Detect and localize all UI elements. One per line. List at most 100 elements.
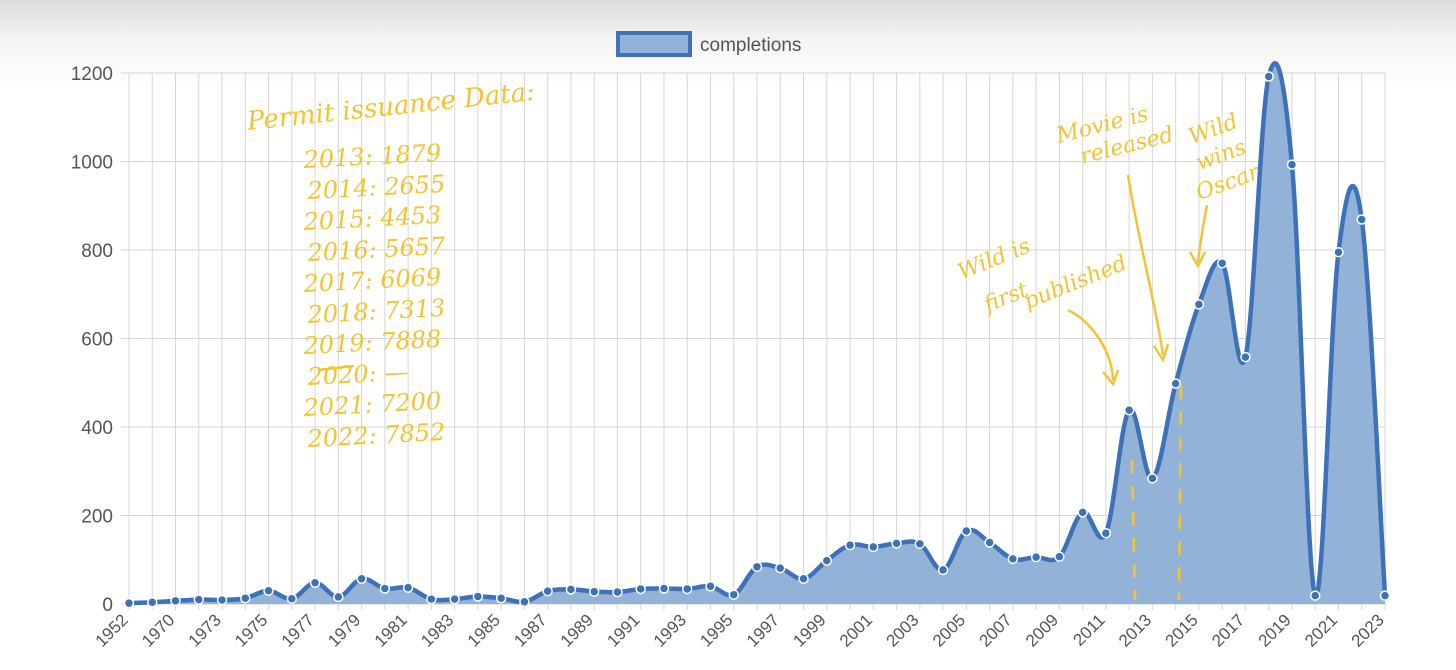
x-tick-label: 1981 xyxy=(371,610,411,650)
data-point[interactable] xyxy=(193,594,205,605)
data-point[interactable] xyxy=(705,581,716,592)
data-point[interactable] xyxy=(891,538,902,549)
data-point[interactable] xyxy=(402,582,414,593)
data-point[interactable] xyxy=(170,595,181,607)
data-point[interactable] xyxy=(775,562,786,574)
data-point[interactable] xyxy=(1077,507,1088,518)
data-point[interactable] xyxy=(798,573,809,585)
x-tick-label: 1975 xyxy=(231,610,271,650)
x-tick-label: 2007 xyxy=(975,610,1015,650)
data-point[interactable] xyxy=(519,596,530,608)
x-tick-label: 2019 xyxy=(1255,610,1295,650)
data-point[interactable] xyxy=(635,583,646,595)
data-point[interactable] xyxy=(565,584,577,595)
data-point[interactable] xyxy=(1286,159,1298,170)
data-point[interactable] xyxy=(542,585,553,597)
data-point[interactable] xyxy=(984,537,995,548)
y-axis: 0 200 400 600 800 1000 1200 xyxy=(71,64,113,616)
data-point[interactable] xyxy=(588,586,600,597)
data-point[interactable] xyxy=(123,597,135,609)
data-point[interactable] xyxy=(240,592,251,604)
data-point[interactable] xyxy=(286,593,298,604)
data-point[interactable] xyxy=(1100,527,1112,539)
data-point[interactable] xyxy=(449,593,460,605)
data-point[interactable] xyxy=(937,564,949,576)
data-point[interactable] xyxy=(1170,378,1181,389)
data-point[interactable] xyxy=(1147,473,1158,484)
permit-line: 2013: 1879 xyxy=(302,139,442,174)
legend[interactable]: completions xyxy=(616,31,801,57)
permit-line: 2021: 7200 xyxy=(302,387,442,422)
data-point[interactable] xyxy=(426,593,437,605)
data-point[interactable] xyxy=(1263,71,1274,82)
data-point[interactable] xyxy=(1054,551,1065,562)
data-point[interactable] xyxy=(844,539,856,551)
note-wild-published: Wild is first published xyxy=(954,234,1130,319)
permit-line: 2015: 4453 xyxy=(302,201,442,236)
x-tick-label: 1973 xyxy=(185,610,225,650)
data-point[interactable] xyxy=(1030,551,1042,563)
x-tick-label: 1999 xyxy=(789,610,829,650)
data-point[interactable] xyxy=(1309,590,1321,601)
data-point[interactable] xyxy=(658,583,670,594)
x-tick-label: 2003 xyxy=(882,610,922,650)
x-tick-label: 1997 xyxy=(743,610,783,650)
data-point[interactable] xyxy=(1216,258,1228,269)
data-point[interactable] xyxy=(472,591,484,602)
arrow-wild-oscar xyxy=(1188,204,1209,269)
data-point[interactable] xyxy=(914,538,926,550)
x-tick-label: 1977 xyxy=(278,610,318,650)
x-tick-label: 1970 xyxy=(138,610,178,650)
y-tick-label: 800 xyxy=(81,241,113,262)
y-tick-label: 400 xyxy=(81,418,113,439)
x-tick-label: 1993 xyxy=(650,610,690,650)
data-point[interactable] xyxy=(868,541,879,553)
data-point[interactable] xyxy=(821,555,833,566)
y-tick-label: 1000 xyxy=(71,153,113,174)
note-wild-oscar: Wild wins Oscar xyxy=(1185,109,1264,206)
x-tick-label: 1987 xyxy=(510,610,550,650)
permit-line: 2018: 7313 xyxy=(306,294,446,329)
data-point[interactable] xyxy=(495,592,507,604)
data-point[interactable] xyxy=(379,583,391,594)
x-tick-label: 2013 xyxy=(1115,610,1155,650)
x-tick-label: 2017 xyxy=(1208,610,1248,650)
data-point[interactable] xyxy=(147,596,158,608)
data-point[interactable] xyxy=(1123,404,1135,416)
x-tick-label: 1979 xyxy=(324,610,364,650)
data-point[interactable] xyxy=(356,573,367,585)
x-tick-label: 1983 xyxy=(417,610,457,650)
data-point[interactable] xyxy=(751,561,763,573)
data-point[interactable] xyxy=(263,585,274,596)
note-movie-released: Movie is released xyxy=(1053,102,1176,170)
data-point[interactable] xyxy=(333,591,344,603)
data-point[interactable] xyxy=(681,583,693,595)
x-tick-label: 2023 xyxy=(1348,610,1388,650)
dashed-marker-2014 xyxy=(1177,384,1183,601)
x-tick-label: 1952 xyxy=(92,610,132,650)
data-point[interactable] xyxy=(309,577,321,589)
x-axis: 1952 1970 1973 1975 1977 1979 1981 1983 1985 1987… xyxy=(92,610,1388,650)
dashed-marker-2012 xyxy=(1130,459,1137,601)
data-point[interactable] xyxy=(1356,214,1367,225)
x-tick-label: 1989 xyxy=(557,610,597,650)
y-tick-label: 200 xyxy=(81,507,113,528)
data-point[interactable] xyxy=(728,589,739,600)
x-tick-label: 1985 xyxy=(464,610,504,650)
data-point[interactable] xyxy=(1240,351,1251,363)
permit-line: 2019: 7888 xyxy=(302,325,442,360)
legend-swatch xyxy=(616,31,692,57)
data-point[interactable] xyxy=(1007,553,1019,565)
arrow-wild-published xyxy=(1067,308,1120,387)
data-point[interactable] xyxy=(612,586,623,598)
data-point[interactable] xyxy=(1333,246,1344,258)
data-point[interactable] xyxy=(1379,590,1391,601)
data-point[interactable] xyxy=(216,594,228,606)
data-point[interactable] xyxy=(961,525,972,537)
data-point[interactable] xyxy=(1193,299,1205,310)
arrow-movie-released xyxy=(1126,174,1170,363)
